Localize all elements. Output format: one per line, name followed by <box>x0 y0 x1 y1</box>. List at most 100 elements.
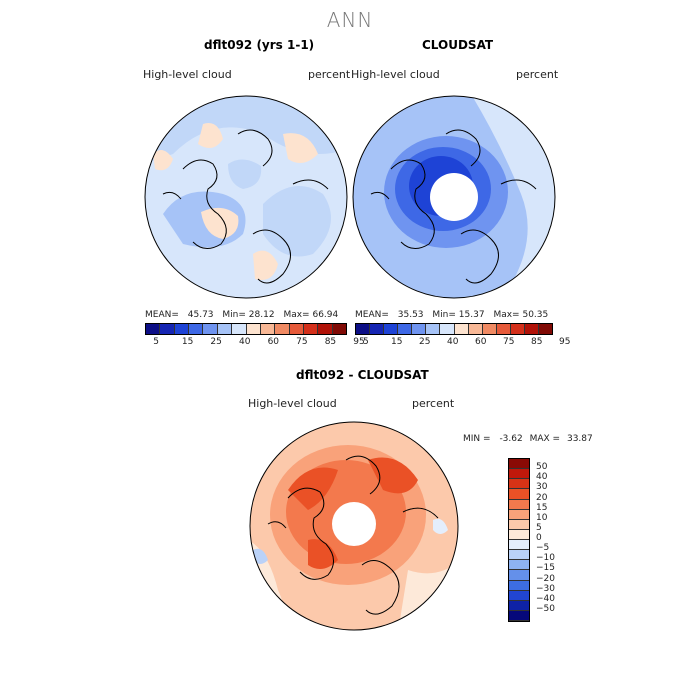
colorbar-swatch <box>496 324 511 334</box>
panel-2-stats: MEAN= 35.53 Min= 15.37 Max= 50.35 <box>355 310 548 320</box>
colorbar-swatch <box>509 499 529 510</box>
colorbar-swatch <box>412 324 427 334</box>
colorbar-swatch <box>454 324 469 334</box>
colorbar-tick-label: 10 <box>536 512 548 523</box>
diff-min: -3.62 <box>499 434 523 444</box>
colorbar-tick-label: 20 <box>536 492 548 503</box>
colorbar-swatch <box>509 459 529 470</box>
panel-2-min-label: Min= <box>432 310 456 320</box>
panel-1-min: 28.12 <box>248 310 275 320</box>
colorbar-tick-label: 85 <box>324 337 337 347</box>
colorbar-tick-label: 5 <box>363 337 369 347</box>
colorbar-swatch <box>509 560 529 571</box>
colorbar-swatch <box>203 324 218 334</box>
colorbar-tick-label: 85 <box>531 337 543 347</box>
diff-title: dflt092 - CLOUDSAT <box>296 368 429 382</box>
colorbar-swatch <box>509 590 529 601</box>
colorbar-tick-label: 40 <box>447 337 459 347</box>
panel-2-min: 15.37 <box>458 310 485 320</box>
colorbar-tick-label: 30 <box>536 482 548 493</box>
colorbar-tick-label: −20 <box>536 573 555 584</box>
panel-1-stats: MEAN= 45.73 Min= 28.12 Max= 66.94 <box>145 310 338 320</box>
colorbar-tick-label: 95 <box>559 337 571 347</box>
colorbar-model <box>145 323 347 335</box>
colorbar-tick-label: 25 <box>210 337 222 347</box>
colorbar-swatch <box>440 324 455 334</box>
colorbar-tick-label: 25 <box>419 337 431 347</box>
colorbar-tick-label: 95 <box>353 337 365 347</box>
colorbar-tick-label: 75 <box>503 337 515 347</box>
colorbar-tick-label: −15 <box>536 563 555 574</box>
colorbar-swatch <box>160 324 175 334</box>
colorbar-swatch <box>509 479 529 490</box>
colorbar-tick-label: −5 <box>536 543 550 554</box>
colorbar-swatch <box>303 324 319 334</box>
colorbar-tick-label: 0 <box>536 533 542 543</box>
panel-1-max-label: Max= <box>283 310 310 320</box>
colorbar-tick-label: 5 <box>153 337 160 347</box>
colorbar-swatch <box>275 324 290 334</box>
panel-1-units: percent <box>308 68 351 81</box>
colorbar-swatch <box>189 324 204 334</box>
map-model <box>144 95 348 299</box>
colorbar-swatch <box>289 324 304 334</box>
diff-max: 33.87 <box>566 434 593 444</box>
colorbar-swatch <box>509 469 529 480</box>
panel-2-mean: 35.53 <box>397 310 424 320</box>
colorbar-tick-label: 5 <box>536 522 542 533</box>
colorbar-swatch <box>510 324 525 334</box>
colorbar-cloudsat-ticks: 5 15 25 40 60 75 85 95 <box>355 337 570 349</box>
colorbar-swatch <box>174 324 190 334</box>
colorbar-swatch <box>524 324 540 334</box>
diff-field-label: High-level cloud <box>248 397 337 410</box>
panel-2-max-label: Max= <box>493 310 520 320</box>
colorbar-tick-label: −30 <box>536 583 555 594</box>
colorbar-swatch <box>509 519 529 530</box>
colorbar-swatch <box>509 540 529 551</box>
panel-2-units: percent <box>516 68 559 81</box>
panel-1-mean: 45.73 <box>187 310 214 320</box>
panel-2-mean-label: MEAN= <box>355 310 389 320</box>
colorbar-swatch <box>509 570 529 581</box>
colorbar-swatch <box>509 529 529 540</box>
colorbar-swatch <box>332 324 347 334</box>
panel-1-min-label: Min= <box>222 310 246 320</box>
colorbar-tick-label: 15 <box>391 337 403 347</box>
colorbar-swatch <box>509 600 529 611</box>
colorbar-swatch <box>509 610 529 621</box>
season-title: ANN <box>326 8 374 32</box>
colorbar-swatch <box>539 324 553 334</box>
diff-max-label: MAX = <box>529 434 561 444</box>
map-cloudsat <box>352 95 556 299</box>
colorbar-swatch <box>246 324 261 334</box>
colorbar-tick-label: 40 <box>536 472 548 483</box>
colorbar-cloudsat <box>355 323 553 335</box>
colorbar-swatch <box>318 324 333 334</box>
panel-1-max: 66.94 <box>312 310 339 320</box>
colorbar-difference <box>508 458 530 622</box>
colorbar-tick-label: 15 <box>536 502 548 513</box>
colorbar-swatch <box>260 324 276 334</box>
colorbar-swatch <box>217 324 233 334</box>
colorbar-tick-label: −50 <box>536 603 555 614</box>
colorbar-swatch <box>356 324 371 334</box>
colorbar-swatch <box>509 550 529 561</box>
panel-1-title: dflt092 (yrs 1-1) <box>204 38 315 52</box>
colorbar-tick-label: 50 <box>536 462 548 473</box>
colorbar-tick-label: −10 <box>536 553 555 564</box>
panel-2-field-label: High-level cloud <box>351 68 440 81</box>
panel-2-title: CLOUDSAT <box>422 38 494 52</box>
diff-units: percent <box>412 397 455 410</box>
colorbar-swatch <box>468 324 483 334</box>
colorbar-swatch <box>509 509 529 520</box>
colorbar-tick-label: 15 <box>181 337 194 347</box>
colorbar-swatch <box>146 324 161 334</box>
colorbar-difference-ticks: 50 40 30 20 15 10 5 0 −5 −10 −15 −20 −30 −40 −50 <box>536 458 576 622</box>
colorbar-tick-label: −40 <box>536 593 555 604</box>
colorbar-tick-label: 60 <box>267 337 280 347</box>
colorbar-tick-label: 75 <box>296 337 308 347</box>
colorbar-swatch <box>482 324 497 334</box>
colorbar-tick-label: 60 <box>475 337 487 347</box>
diff-minmax: MIN = -3.62 MAX = 33.87 <box>463 434 593 444</box>
colorbar-model-ticks: 5 15 25 40 60 75 85 95 <box>145 337 364 349</box>
